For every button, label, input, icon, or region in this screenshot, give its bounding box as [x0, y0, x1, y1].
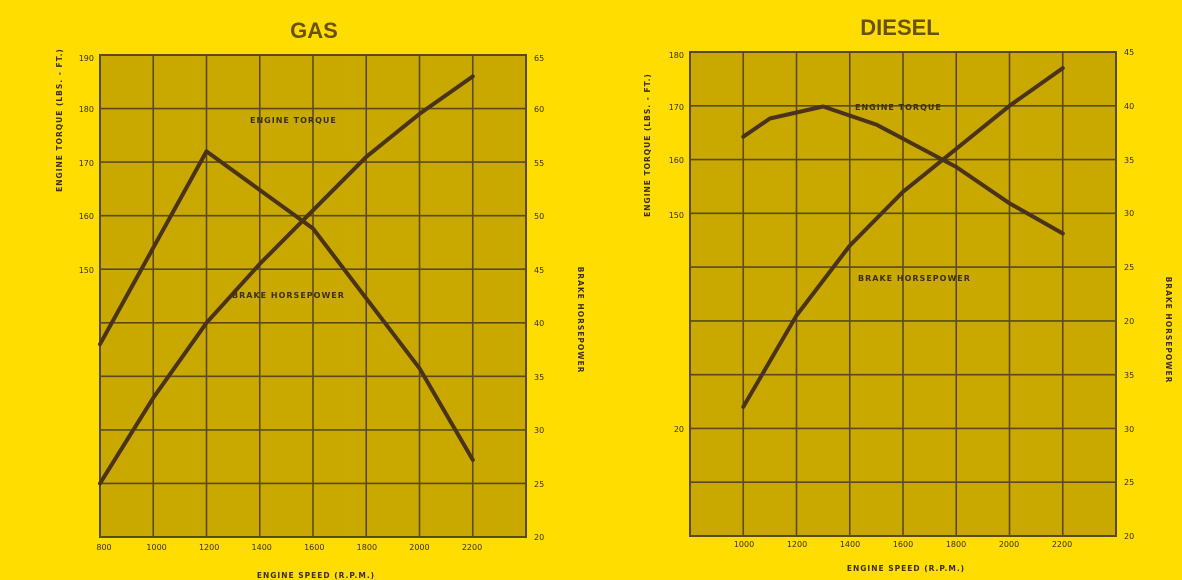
gas-right-ticks: 65 60 55 50 45 40 35 30 25 20	[534, 54, 544, 542]
gas-right-tick-label: 25	[534, 480, 544, 489]
diesel-right-tick-label: 35	[1124, 156, 1134, 165]
gas-chart-title: GAS	[290, 18, 338, 43]
diesel-left-tick-label: 150	[669, 211, 684, 220]
gas-series	[98, 74, 475, 486]
gas-x-tick-label: 1200	[199, 543, 219, 552]
gas-right-tick-label: 40	[534, 319, 544, 328]
gas-right-tick-label: 20	[534, 533, 544, 542]
diesel-series	[741, 66, 1065, 409]
diesel-right-tick-label: 25	[1124, 478, 1134, 487]
diesel-x-tick-label: 1000	[734, 540, 754, 549]
gas-x-tick-label: 1000	[146, 543, 166, 552]
diesel-chart: 1000 1200 1400 1600 1800 2000 2200 180 170 160 15…	[643, 15, 1173, 573]
gas-x-tick-label: 800	[96, 543, 111, 552]
gas-x-tick-label: 1600	[304, 543, 324, 552]
gas-x-ticks: 800 1000 1200 1400 1600 1800 2000 2200	[96, 543, 482, 552]
diesel-left-tick-label: 180	[669, 51, 684, 60]
gas-right-tick-label: 30	[534, 426, 544, 435]
gas-right-tick-label: 50	[534, 212, 544, 221]
diesel-right-tick-label: 35	[1124, 371, 1134, 380]
diesel-x-tick-label: 1600	[893, 540, 913, 549]
gas-left-tick-label: 170	[79, 159, 94, 168]
diesel-x-tick-label: 2200	[1052, 540, 1072, 549]
gas-left-tick-label: 160	[79, 212, 94, 221]
diesel-right-tick-label: 30	[1124, 209, 1134, 218]
gas-right-tick-label: 65	[534, 54, 544, 63]
diesel-x-tick-label: 1400	[840, 540, 860, 549]
diesel-x-axis-label: ENGINE SPEED (R.P.M.)	[847, 564, 965, 573]
diesel-x-tick-label: 1800	[946, 540, 966, 549]
diesel-right-tick-label: 20	[1124, 317, 1134, 326]
diesel-left-ticks: 180 170 160 150 20	[669, 51, 684, 434]
gas-left-axis-label: ENGINE TORQUE (LBS. - FT.)	[55, 48, 64, 192]
diesel-right-tick-label: 20	[1124, 532, 1134, 541]
diesel-left-axis-label: ENGINE TORQUE (LBS. - FT.)	[643, 73, 652, 217]
gas-left-tick-label: 190	[79, 54, 94, 63]
gas-x-tick-label: 2200	[462, 543, 482, 552]
diesel-right-tick-label: 40	[1124, 102, 1134, 111]
diesel-right-tick-label: 30	[1124, 425, 1134, 434]
gas-horsepower-line	[98, 74, 475, 486]
gas-right-tick-label: 60	[534, 105, 544, 114]
gas-right-axis-label: BRAKE HORSEPOWER	[576, 267, 585, 374]
gas-x-tick-label: 1400	[252, 543, 272, 552]
gas-torque-annotation: ENGINE TORQUE	[250, 116, 337, 125]
gas-chart: 800 1000 1200 1400 1600 1800 2000 2200 190 180 17…	[55, 18, 585, 580]
diesel-left-tick-label: 170	[669, 103, 684, 112]
gas-x-axis-label: ENGINE SPEED (R.P.M.)	[257, 571, 375, 580]
diesel-horsepower-annotation: BRAKE HORSEPOWER	[858, 274, 971, 283]
gas-right-tick-label: 55	[534, 159, 544, 168]
diesel-x-tick-label: 2000	[999, 540, 1019, 549]
diesel-right-axis-label: BRAKE HORSEPOWER	[1164, 277, 1173, 384]
diesel-right-ticks: 45 40 35 30 25 20 35 30 25 20	[1124, 48, 1134, 541]
gas-x-tick-label: 1800	[357, 543, 377, 552]
gas-left-tick-label: 150	[79, 266, 94, 275]
diesel-left-tick-label: 20	[674, 425, 684, 434]
gas-right-tick-label: 35	[534, 373, 544, 382]
gas-torque-line	[98, 149, 475, 462]
diesel-right-tick-label: 45	[1124, 48, 1134, 57]
gas-x-tick-label: 2000	[409, 543, 429, 552]
diesel-torque-annotation: ENGINE TORQUE	[855, 103, 942, 112]
diesel-right-tick-label: 25	[1124, 263, 1134, 272]
gas-left-ticks: 190 180 170 160 150	[79, 54, 94, 275]
gas-left-tick-label: 180	[79, 105, 94, 114]
diesel-x-ticks: 1000 1200 1400 1600 1800 2000 2200	[734, 540, 1072, 549]
diesel-chart-title: DIESEL	[860, 15, 939, 40]
diesel-horsepower-line	[741, 66, 1065, 409]
diesel-left-tick-label: 160	[669, 156, 684, 165]
gas-right-tick-label: 45	[534, 266, 544, 275]
diesel-torque-line	[741, 104, 1065, 236]
diesel-x-tick-label: 1200	[787, 540, 807, 549]
gas-horsepower-annotation: BRAKE HORSEPOWER	[232, 291, 345, 300]
